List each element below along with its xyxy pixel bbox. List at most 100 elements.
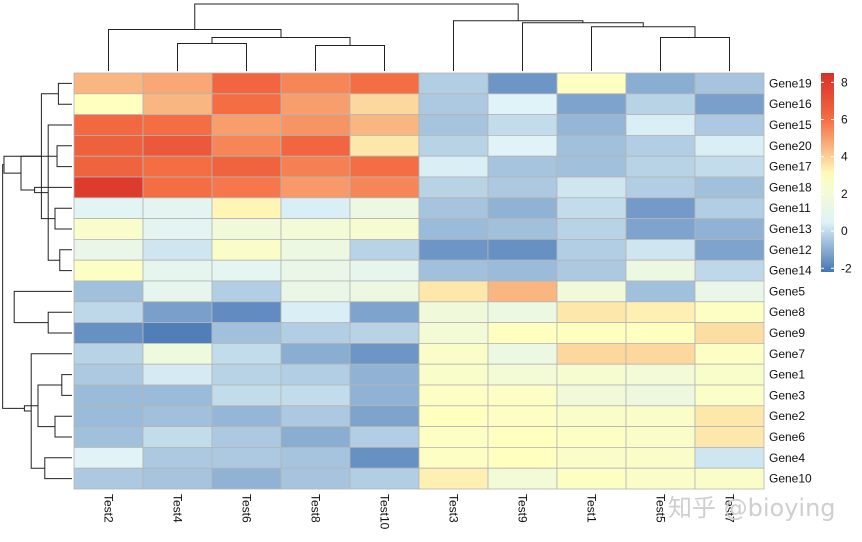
row-label: Gene3 — [769, 388, 805, 402]
row-label: Gene19 — [769, 76, 812, 90]
heatmap-cell — [418, 405, 489, 427]
heatmap-cell — [694, 259, 765, 282]
row-label: Gene2 — [769, 409, 805, 423]
heatmap-cell — [280, 218, 351, 240]
heatmap-cell — [418, 218, 489, 240]
heatmap-cell — [694, 93, 765, 116]
heatmap-cell — [211, 238, 282, 261]
heatmap-cell — [694, 384, 765, 407]
heatmap-cell — [487, 342, 558, 365]
heatmap-cell — [73, 426, 144, 448]
heatmap-cell — [418, 384, 489, 407]
heatmap-cell — [211, 301, 282, 323]
heatmap-cell — [349, 93, 420, 116]
column-labels: Test2 Test4 Test6 Test8 Test10 Test3 Test9 Test… — [102, 494, 737, 530]
heatmap-cell — [487, 446, 558, 469]
heatmap-cell — [211, 384, 282, 407]
heatmap-cell — [73, 114, 144, 136]
heatmap-cell — [142, 446, 213, 469]
heatmap-cell — [73, 342, 144, 365]
heatmap-cell — [694, 363, 765, 386]
heatmap-cell — [73, 93, 144, 116]
heatmap-cell — [487, 114, 558, 136]
dendrogram-branch — [54, 415, 72, 438]
heatmap-cell — [142, 72, 213, 95]
heatmap-cell — [211, 467, 282, 490]
column-label: Test9 — [516, 494, 530, 523]
heatmap-cell — [349, 363, 420, 386]
heatmap-cell — [487, 301, 558, 323]
heatmap-cell — [694, 218, 765, 240]
heatmap-cell — [418, 176, 489, 199]
heatmap-cell — [694, 134, 765, 157]
heatmap-cell — [280, 363, 351, 386]
heatmap-cell — [625, 280, 696, 303]
heatmap-cell — [625, 426, 696, 448]
heatmap-cell — [280, 301, 351, 323]
heatmap-cell — [211, 197, 282, 220]
heatmap-cell — [487, 405, 558, 427]
heatmap-cell — [418, 301, 489, 323]
column-label: Test7 — [723, 494, 737, 523]
row-label: Gene20 — [769, 139, 812, 153]
heatmap-cell — [142, 342, 213, 365]
heatmap-cell — [625, 342, 696, 365]
heatmap-cell — [487, 426, 558, 448]
row-label: Gene7 — [769, 347, 805, 361]
heatmap-cell — [211, 426, 282, 448]
heatmap-cell — [280, 446, 351, 469]
heatmap-cell — [73, 405, 144, 427]
heatmap-cell — [625, 72, 696, 95]
column-label: Test4 — [171, 494, 185, 523]
heatmap-cell — [142, 155, 213, 178]
heatmap-cell — [418, 197, 489, 220]
heatmap-cell — [556, 467, 627, 490]
heatmap-cell — [280, 197, 351, 220]
heatmap-cell — [349, 259, 420, 282]
dendrogram-branch — [59, 249, 72, 272]
heatmap-cell — [625, 301, 696, 323]
heatmap-cell — [142, 280, 213, 303]
heatmap-cell — [556, 134, 627, 157]
heatmap-cell — [280, 322, 351, 344]
heatmap-cell — [349, 114, 420, 136]
heatmap-cell — [487, 176, 558, 199]
dendrogram-branch — [57, 82, 72, 105]
heatmap-cell — [556, 155, 627, 178]
heatmap-cell — [73, 259, 144, 282]
dendrogram-branch — [44, 457, 72, 480]
heatmap-cell — [625, 259, 696, 282]
row-label: Gene16 — [769, 97, 812, 111]
column-label: Test2 — [102, 494, 116, 523]
dendrogram-branch — [34, 186, 72, 194]
heatmap-cell — [73, 280, 144, 303]
column-label: Test10 — [378, 494, 392, 530]
column-label: Test6 — [240, 494, 254, 523]
legend-tick-label: 2 — [841, 187, 848, 201]
heatmap-cell — [142, 134, 213, 157]
heatmap-cell — [487, 259, 558, 282]
heatmap-cell — [349, 280, 420, 303]
heatmap-cell — [142, 197, 213, 220]
heatmap-cell — [73, 446, 144, 469]
heatmap-cell — [142, 363, 213, 386]
heatmap-cell — [418, 322, 489, 344]
dendrogram-branch — [47, 124, 72, 261]
heatmap-cell — [142, 114, 213, 136]
legend-tick-label: 0 — [841, 224, 848, 238]
heatmap-cell — [418, 114, 489, 136]
heatmap-cell — [142, 322, 213, 344]
legend-tick-label: 6 — [841, 112, 848, 126]
dendrogram-branch — [522, 22, 644, 71]
heatmap-cell — [280, 238, 351, 261]
heatmap-cell — [694, 322, 765, 344]
heatmap-cell — [211, 218, 282, 240]
heatmap-cell — [487, 467, 558, 490]
column-label: Test8 — [309, 494, 323, 523]
heatmap-cell — [280, 259, 351, 282]
heatmap-cell — [625, 93, 696, 116]
heatmap-cell — [280, 114, 351, 136]
heatmap-cell — [418, 72, 489, 95]
column-dendrogram — [108, 3, 730, 71]
